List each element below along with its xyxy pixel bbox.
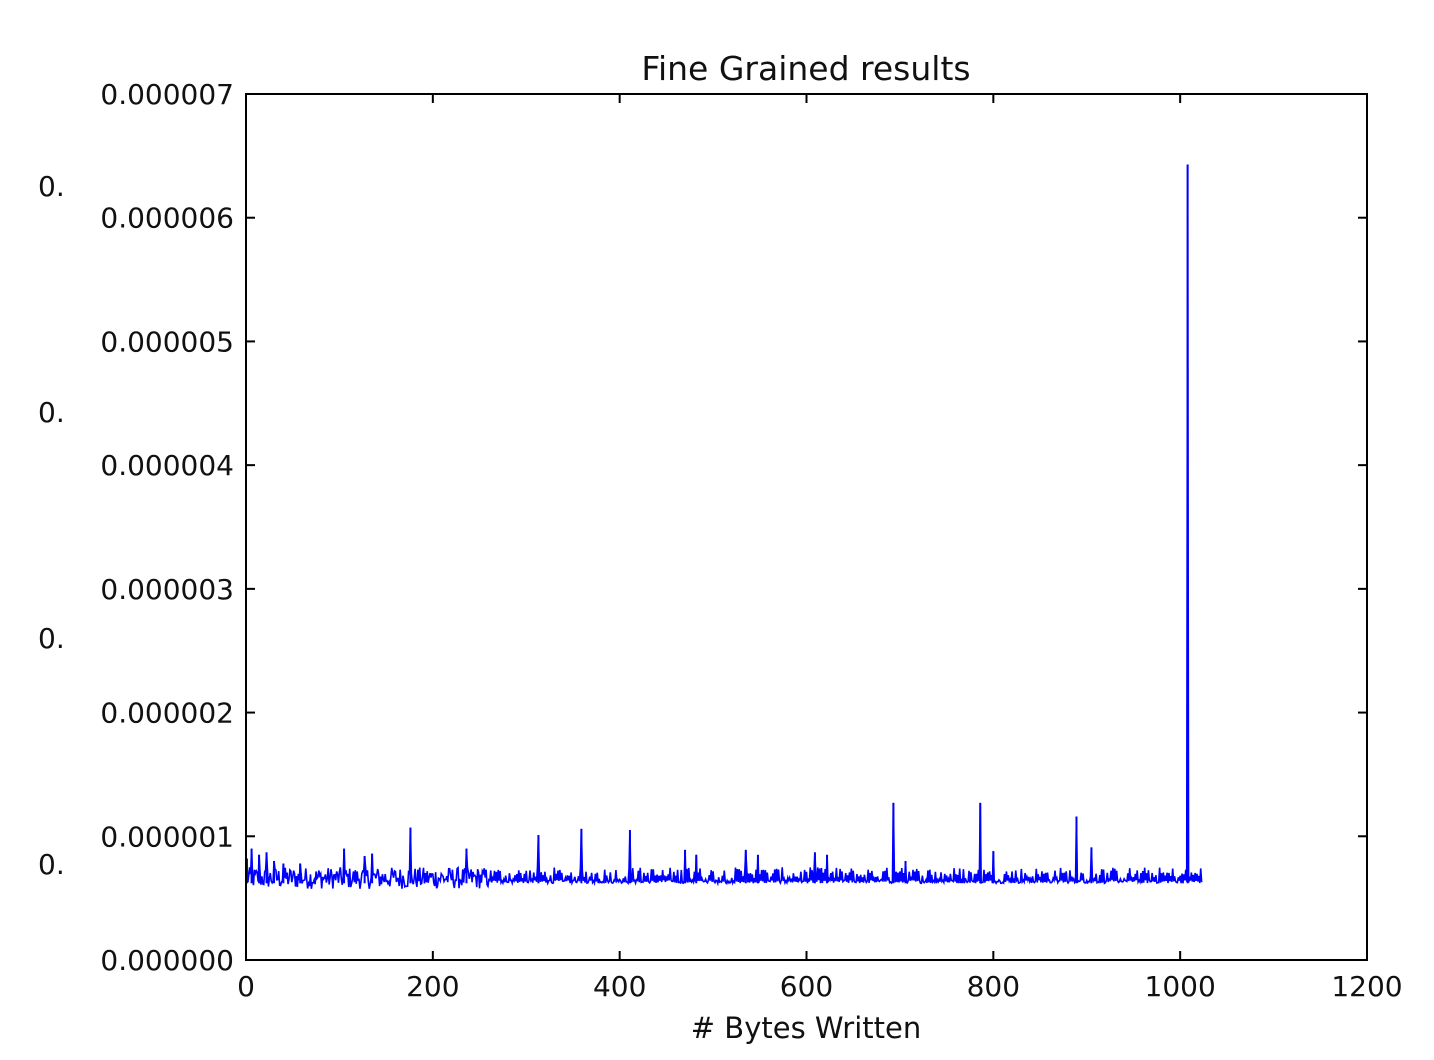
y-tick-label: 0.000002 [100,697,234,730]
background-axis-fragments: 0. 0. 0. 0. [38,170,65,881]
background-tick-fragment: 0. [38,170,65,203]
y-tick-label: 0.000001 [100,820,234,853]
background-tick-fragment: 0. [38,848,65,881]
x-tick-label: 800 [967,970,1020,1003]
y-tick-label: 0.000007 [100,78,234,111]
series-line [245,164,1203,889]
x-tick-label: 0 [237,970,255,1003]
background-tick-fragment: 0. [38,396,65,429]
y-tick-label: 0.000003 [100,573,234,606]
y-tick-label: 0.000004 [100,449,234,482]
y-tick-label: 0.000005 [100,325,234,358]
x-tick-label: 600 [780,970,833,1003]
x-tick-label: 1200 [1331,970,1402,1003]
y-tick-label: 0.000006 [100,202,234,235]
x-tick-label: 400 [593,970,646,1003]
tick-label-layer: 0 200 400 600 800 1000 1200 0.000000 0.000001 0.0… [100,78,1402,1003]
chart-title: Fine Grained results [641,49,970,88]
x-tick-label: 1000 [1145,970,1216,1003]
y-tick-label: 0.000000 [100,944,234,977]
x-axis-label: # Bytes Written [691,1011,921,1045]
x-tick-label: 200 [406,970,459,1003]
plot-frame [245,93,1368,961]
background-tick-fragment: 0. [38,622,65,655]
